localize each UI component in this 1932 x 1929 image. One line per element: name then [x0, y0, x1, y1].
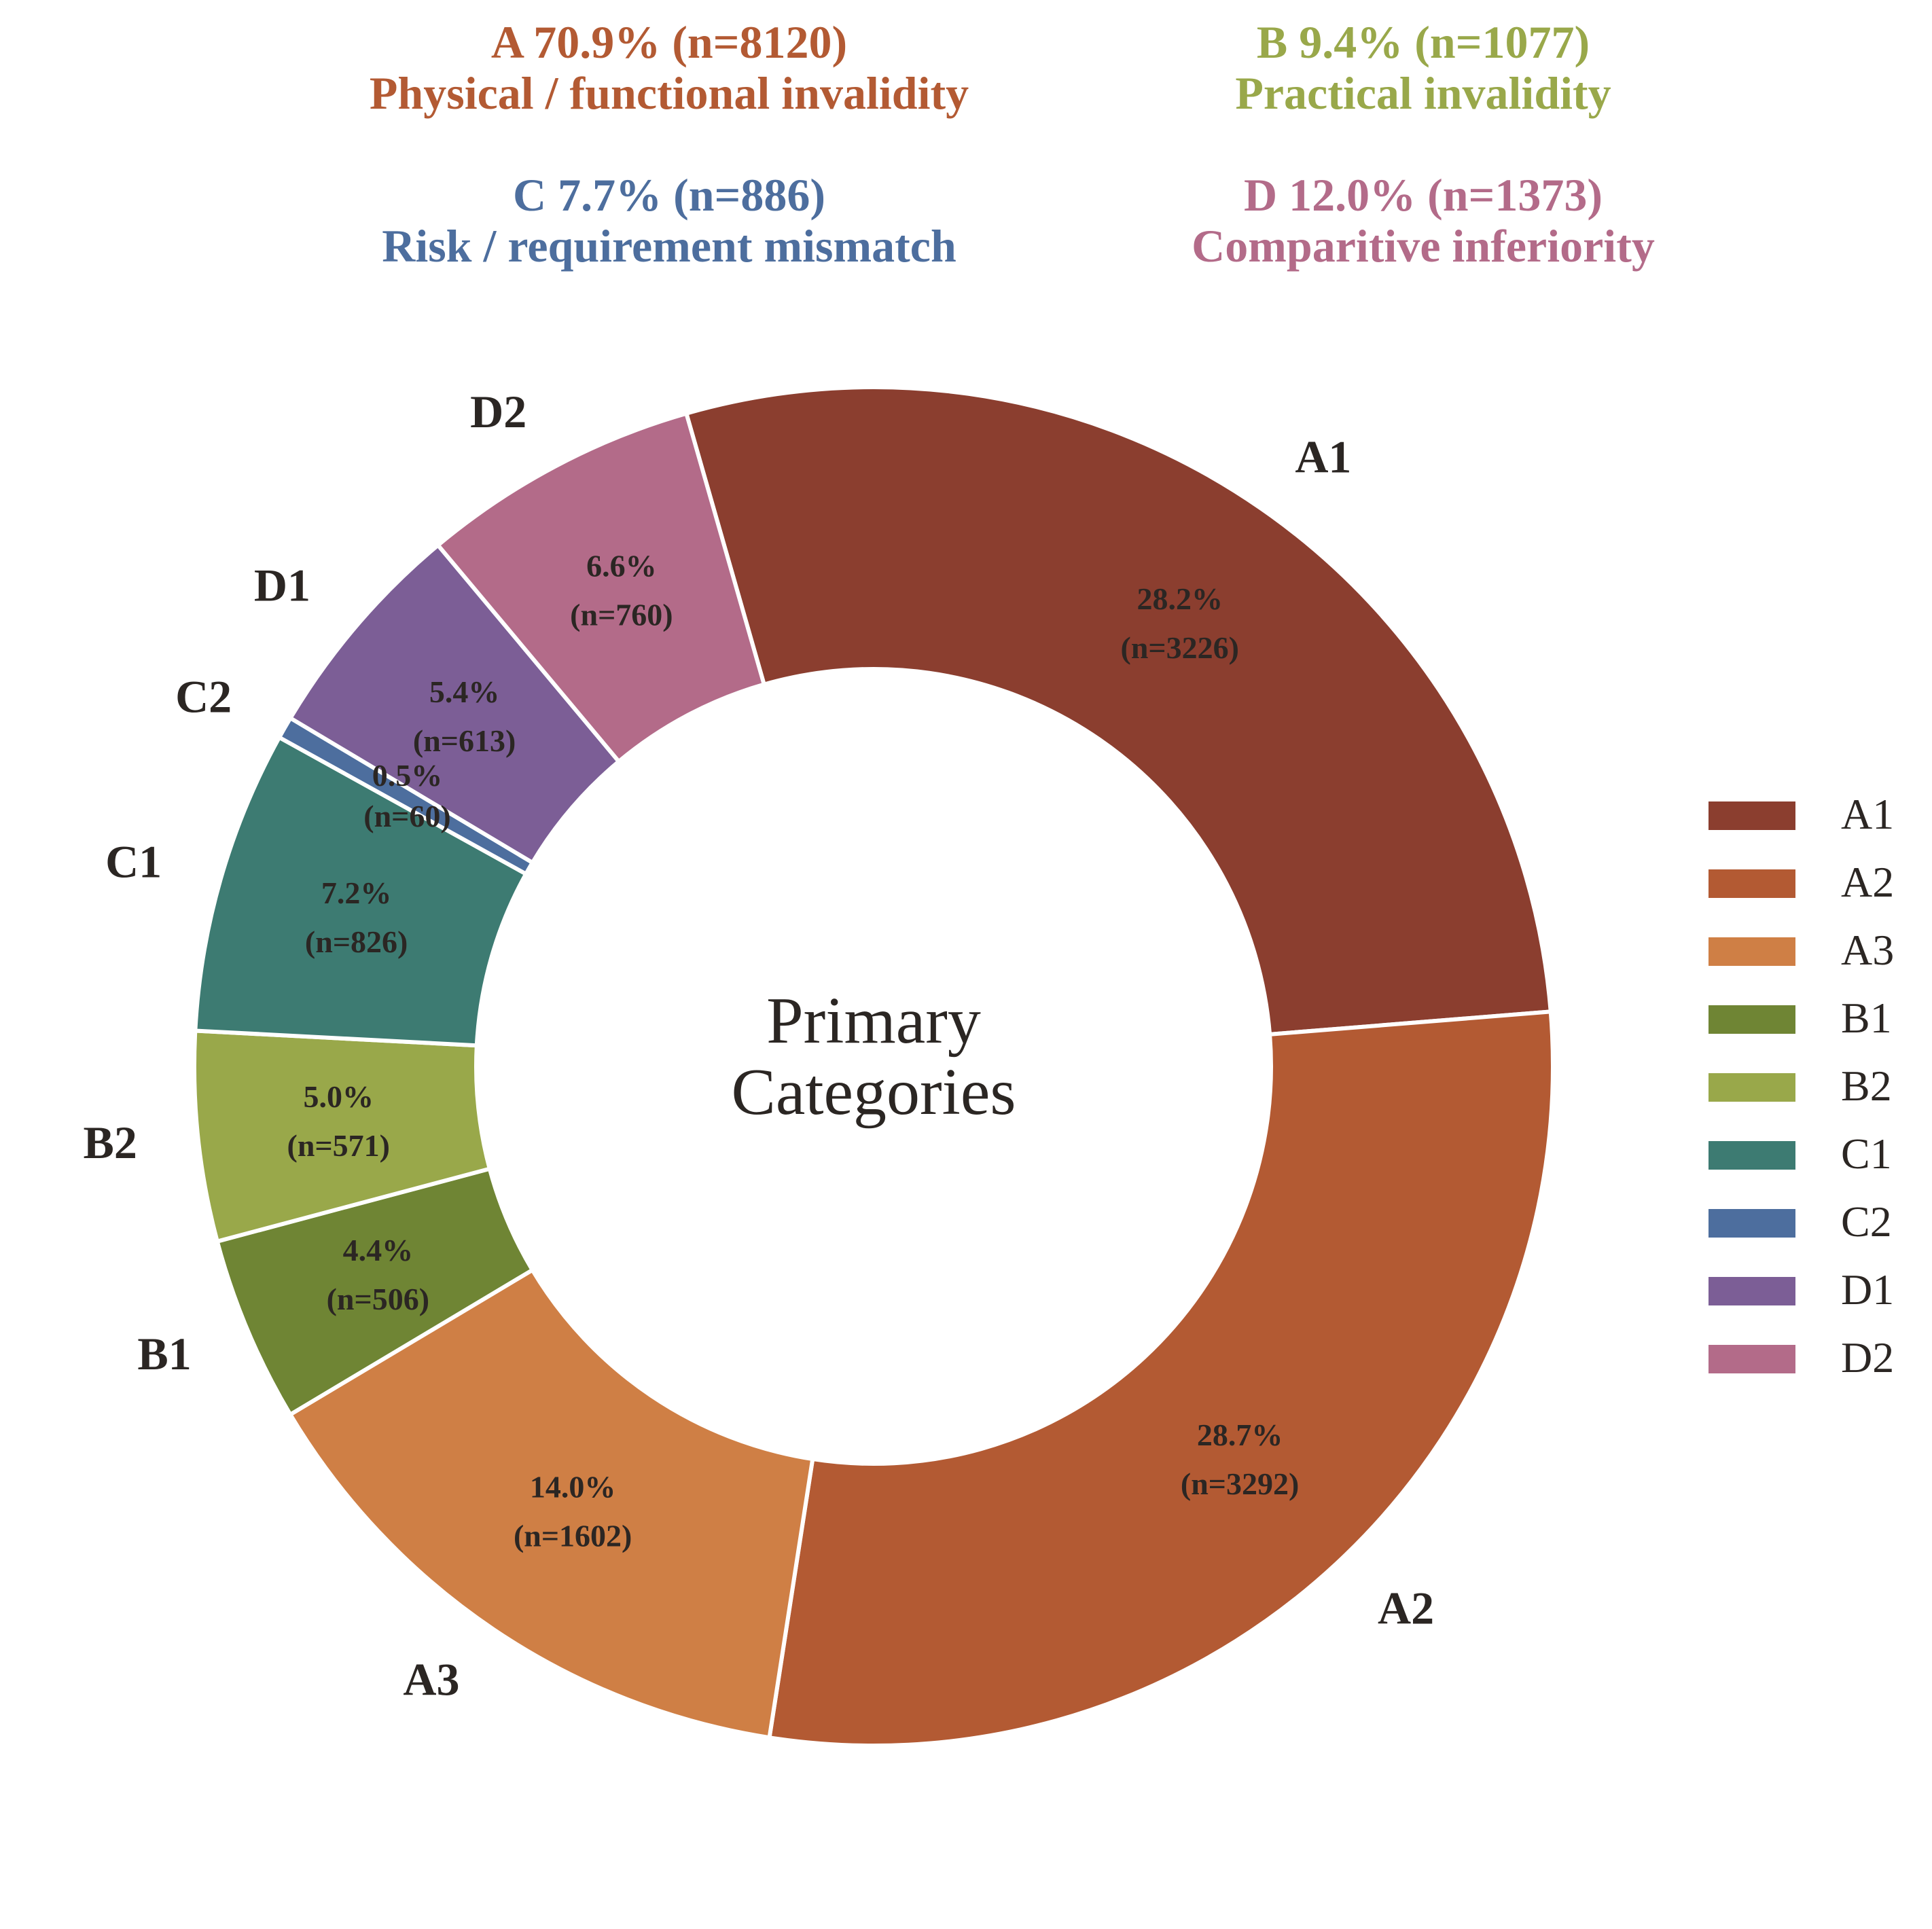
slice-a3: [287, 1267, 815, 1740]
legend-label-d2: D2: [1841, 1333, 1894, 1382]
legend: A1 A2 A3 B1 B2 C1 C2 D1 D2: [1709, 790, 1894, 1382]
group-header-d-title: Comparitive inferiority: [1192, 220, 1655, 272]
slice-d1-percent: 5.4%: [429, 674, 500, 709]
slice-b1-percent: 4.4%: [343, 1233, 414, 1267]
slice-a1: [683, 385, 1553, 1037]
slice-a1-percent: 28.2%: [1137, 581, 1223, 616]
center-label: Primary Categories: [731, 984, 1016, 1129]
legend-label-b2: B2: [1841, 1062, 1892, 1110]
group-header-b-summary: B 9.4% (n=1077): [1257, 16, 1590, 68]
slice-a1-outer-label: A1: [1295, 431, 1351, 483]
group-header-d-summary: D 12.0% (n=1373): [1244, 169, 1603, 221]
legend-label-d1: D1: [1841, 1265, 1894, 1314]
slice-a3-count: (n=1602): [514, 1519, 632, 1553]
slice-d1-count: (n=613): [413, 723, 516, 758]
legend-swatch-a1: [1709, 801, 1795, 830]
legend-swatch-b1: [1709, 1005, 1795, 1034]
group-header-c-summary: C 7.7% (n=886): [513, 169, 825, 221]
slice-d2: [435, 411, 767, 765]
center-label-line2: Categories: [731, 1056, 1016, 1129]
slice-a3-percent: 14.0%: [530, 1470, 616, 1504]
slice-d2-count: (n=760): [570, 597, 673, 632]
slice-b2-count: (n=571): [287, 1128, 390, 1163]
slice-a3-outer-label: A3: [403, 1654, 459, 1706]
slice-c2-outer-label: C2: [175, 670, 232, 722]
group-header-c-title: Risk / requirement mismatch: [382, 220, 956, 272]
slice-d2-percent: 6.6%: [586, 548, 657, 583]
center-label-line1: Primary: [766, 984, 981, 1058]
legend-swatch-d2: [1709, 1345, 1795, 1373]
slice-c1-count: (n=826): [305, 924, 408, 959]
legend-label-a3: A3: [1841, 926, 1894, 974]
legend-swatch-d1: [1709, 1277, 1795, 1305]
group-headers: A 70.9% (n=8120) Physical / functional i…: [370, 16, 1655, 272]
slice-outer-labels: A1 A2 A3 B1 B2 C1 C2 D1 D2: [84, 386, 1435, 1706]
group-header-b-title: Practical invalidity: [1235, 67, 1611, 119]
legend-label-c1: C1: [1841, 1130, 1892, 1178]
legend-swatch-c2: [1709, 1209, 1795, 1238]
legend-label-a1: A1: [1841, 790, 1894, 838]
legend-label-b1: B1: [1841, 994, 1892, 1042]
legend-swatch-c1: [1709, 1141, 1795, 1170]
slice-b1-outer-label: B1: [137, 1328, 191, 1380]
donut-slices: [192, 385, 1555, 1748]
slice-d2-outer-label: D2: [470, 386, 526, 437]
slice-a1-count: (n=3226): [1121, 630, 1239, 665]
slice-b2-percent: 5.0%: [304, 1079, 374, 1114]
slice-c2-count: (n=60): [363, 799, 450, 833]
legend-label-c2: C2: [1841, 1197, 1892, 1246]
legend-swatch-b2: [1709, 1073, 1795, 1102]
slice-data-labels: 28.2% (n=3226) 28.7% (n=3292) 14.0% (n=1602) 4…: [287, 548, 1300, 1553]
slice-b2-outer-label: B2: [84, 1117, 137, 1168]
group-header-a-title: Physical / functional invalidity: [370, 67, 969, 119]
group-header-a-summary: A 70.9% (n=8120): [491, 16, 847, 68]
slice-c1-outer-label: C1: [105, 836, 162, 888]
slice-c1-percent: 7.2%: [321, 876, 392, 910]
slice-d1-outer-label: D1: [254, 559, 310, 611]
slice-a2-count: (n=3292): [1181, 1466, 1299, 1501]
slice-a2-outer-label: A2: [1378, 1582, 1434, 1634]
slice-a2: [767, 1009, 1555, 1748]
legend-swatch-a2: [1709, 869, 1795, 898]
legend-swatch-a3: [1709, 937, 1795, 966]
slice-b1-count: (n=506): [327, 1282, 429, 1316]
legend-label-a2: A2: [1841, 858, 1894, 906]
slice-a2-percent: 28.7%: [1197, 1418, 1283, 1452]
slice-c2-percent: 0.5%: [372, 758, 443, 793]
